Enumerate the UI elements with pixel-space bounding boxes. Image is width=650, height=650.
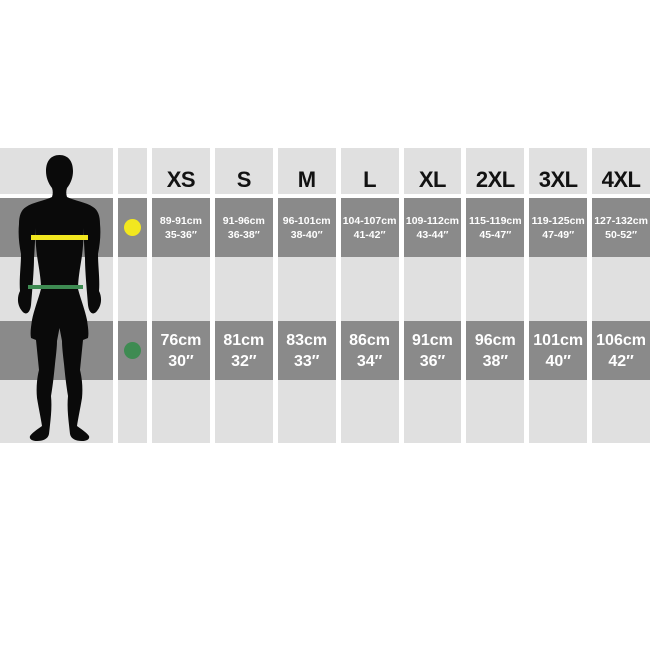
waist-in-value: 40″ xyxy=(545,352,571,370)
yellow-dot-icon xyxy=(124,219,141,236)
waist-marker-dot xyxy=(124,342,141,359)
chest-cell: 91-96cm 36-38″ xyxy=(214,198,273,257)
size-column-3xl: 3XL 119-125cm 47-49″ 101cm 40″ xyxy=(529,148,588,443)
chest-marker-cell xyxy=(118,198,147,257)
chest-in-value: 35-36″ xyxy=(164,228,197,241)
figure-column xyxy=(0,148,113,443)
waist-cm-value: 76cm xyxy=(160,331,202,349)
chest-cm-value: 89-91cm xyxy=(159,214,202,227)
size-header: XL xyxy=(418,167,447,192)
chest-cm-value: 127-132cm xyxy=(594,214,648,227)
waist-in-value: 33″ xyxy=(293,352,320,370)
size-column-2xl: 2XL 115-119cm 45-47″ 96cm 38″ xyxy=(466,148,525,443)
waist-cm-value: 91cm xyxy=(411,331,453,349)
chest-cm-value: 96-101cm xyxy=(282,214,331,227)
waist-cell: 101cm 40″ xyxy=(529,321,588,380)
green-dot-icon xyxy=(124,342,141,359)
chest-cm-value: 115-119cm xyxy=(469,214,522,227)
waist-cell: 83cm 33″ xyxy=(277,321,336,380)
size-column-m: M 96-101cm 38-40″ 83cm 33″ xyxy=(277,148,336,443)
waist-in-value: 34″ xyxy=(356,352,383,370)
chest-cell: 127-132cm 50-52″ xyxy=(592,198,650,257)
figure-waist-band xyxy=(0,321,113,380)
waist-cell: 81cm 32″ xyxy=(214,321,273,380)
size-column-xl: XL 109-112cm 43-44″ 91cm 36″ xyxy=(403,148,462,443)
size-header: M xyxy=(297,167,316,192)
size-header: S xyxy=(236,167,252,192)
chest-in-value: 36-38″ xyxy=(227,228,260,241)
waist-cell: 91cm 36″ xyxy=(403,321,462,380)
waist-in-value: 42″ xyxy=(608,352,634,370)
size-column-s: S 91-96cm 36-38″ 81cm 32″ xyxy=(214,148,273,443)
waist-cm-value: 106cm xyxy=(596,331,646,349)
chest-in-value: 38-40″ xyxy=(290,228,323,241)
waist-cell: 86cm 34″ xyxy=(340,321,399,380)
waist-marker-cell xyxy=(118,321,147,380)
waist-in-value: 32″ xyxy=(231,352,257,370)
chest-cell: 119-125cm 47-49″ xyxy=(529,198,588,257)
chest-cm-value: 91-96cm xyxy=(222,214,265,227)
waist-cell: 76cm 30″ xyxy=(152,321,210,380)
chest-in-value: 50-52″ xyxy=(605,228,637,241)
chest-cell: 104-107cm 41-42″ xyxy=(340,198,399,257)
size-column-xs: XS 89-91cm 35-36″ 76cm 30″ xyxy=(152,148,210,443)
size-column-4xl: 4XL 127-132cm 50-52″ 106cm 42″ xyxy=(592,148,650,443)
waist-cell: 96cm 38″ xyxy=(466,321,525,380)
chest-cm-value: 109-112cm xyxy=(405,214,459,227)
chest-in-value: 43-44″ xyxy=(416,228,449,241)
size-column-l: L 104-107cm 41-42″ 86cm 34″ xyxy=(340,148,399,443)
chest-cm-value: 119-125cm xyxy=(531,214,585,227)
waist-cm-value: 86cm xyxy=(349,331,391,349)
chest-cell: 109-112cm 43-44″ xyxy=(403,198,462,257)
chest-cell: 115-119cm 45-47″ xyxy=(466,198,525,257)
size-header: L xyxy=(363,167,377,192)
chest-cm-value: 104-107cm xyxy=(342,214,397,227)
size-header: 3XL xyxy=(538,167,578,192)
header-divider xyxy=(0,194,650,198)
chest-in-value: 45-47″ xyxy=(479,228,512,241)
waist-cm-value: 96cm xyxy=(474,331,516,349)
waist-in-value: 36″ xyxy=(419,352,446,370)
waist-in-value: 38″ xyxy=(482,352,509,370)
size-chart: XS 89-91cm 35-36″ 76cm 30″ S 91-96cm 36-… xyxy=(0,148,650,443)
marker-column xyxy=(118,148,147,443)
chest-in-value: 47-49″ xyxy=(542,228,575,241)
size-header: 2XL xyxy=(475,167,515,192)
waist-cm-value: 81cm xyxy=(223,331,265,349)
size-header: 4XL xyxy=(601,167,641,192)
chest-cell: 96-101cm 38-40″ xyxy=(277,198,336,257)
figure-chest-band xyxy=(0,198,113,257)
chest-cell: 89-91cm 35-36″ xyxy=(152,198,210,257)
chest-marker-dot xyxy=(124,219,141,236)
waist-cell: 106cm 42″ xyxy=(592,321,650,380)
waist-in-value: 30″ xyxy=(168,352,194,370)
waist-cm-value: 101cm xyxy=(533,331,584,349)
chest-in-value: 41-42″ xyxy=(353,228,386,241)
waist-cm-value: 83cm xyxy=(286,331,328,349)
size-header: XS xyxy=(166,167,196,192)
